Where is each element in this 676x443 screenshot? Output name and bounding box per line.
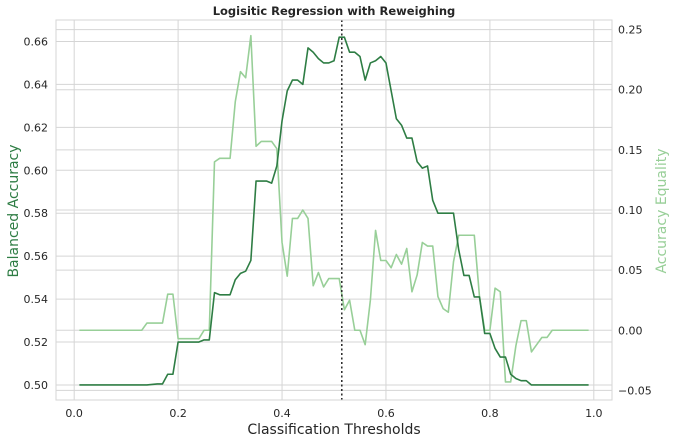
y-left-tick-label: 0.62	[24, 121, 49, 134]
x-tick-label: 0.0	[65, 407, 83, 420]
x-tick-label: 0.4	[273, 407, 291, 420]
balanced-accuracy-line	[79, 36, 589, 386]
y-right-tick-label: 0.15	[618, 144, 643, 157]
plot-frame	[55, 19, 613, 401]
y-left-tick-label: 0.50	[24, 379, 49, 392]
series-layer	[79, 34, 589, 386]
y-left-tick-label: 0.54	[24, 293, 49, 306]
x-tick-label: 0.2	[169, 407, 187, 420]
y-right-tick-label: 0.05	[618, 264, 643, 277]
y-left-tick-label: 0.60	[24, 164, 49, 177]
y-right-tick-label: 0.25	[618, 24, 643, 37]
chart-title: Logisitic Regression with Reweighing	[213, 4, 456, 18]
y-right-tick-label: −0.05	[618, 384, 652, 397]
y-right-tick-label: 0.20	[618, 84, 643, 97]
x-tick-label: 1.0	[585, 407, 603, 420]
grid-lines	[56, 20, 612, 400]
y-axis-left-label: Balanced Accuracy	[6, 144, 22, 277]
x-axis-label: Classification Thresholds	[247, 422, 420, 438]
y-left-tick-label: 0.56	[24, 250, 49, 263]
x-tick-label: 0.6	[377, 407, 395, 420]
y-left-tick-label: 0.66	[24, 35, 49, 48]
y-right-tick-label: 0.10	[618, 204, 643, 217]
y-axis-right-label: Accuracy Equality	[654, 148, 670, 273]
y-left-tick-label: 0.64	[24, 78, 49, 91]
y-right-tick-label: 0.00	[618, 324, 643, 337]
y-left-tick-label: 0.58	[24, 207, 49, 220]
tick-labels-layer: 0.0 0.2 0.4 0.6 0.8 1.0 0.50 0.52 0.54 0.56 0.58 0.…	[24, 24, 652, 420]
accuracy-equality-line	[79, 34, 589, 383]
x-tick-label: 0.8	[481, 407, 499, 420]
y-left-tick-label: 0.52	[24, 336, 49, 349]
